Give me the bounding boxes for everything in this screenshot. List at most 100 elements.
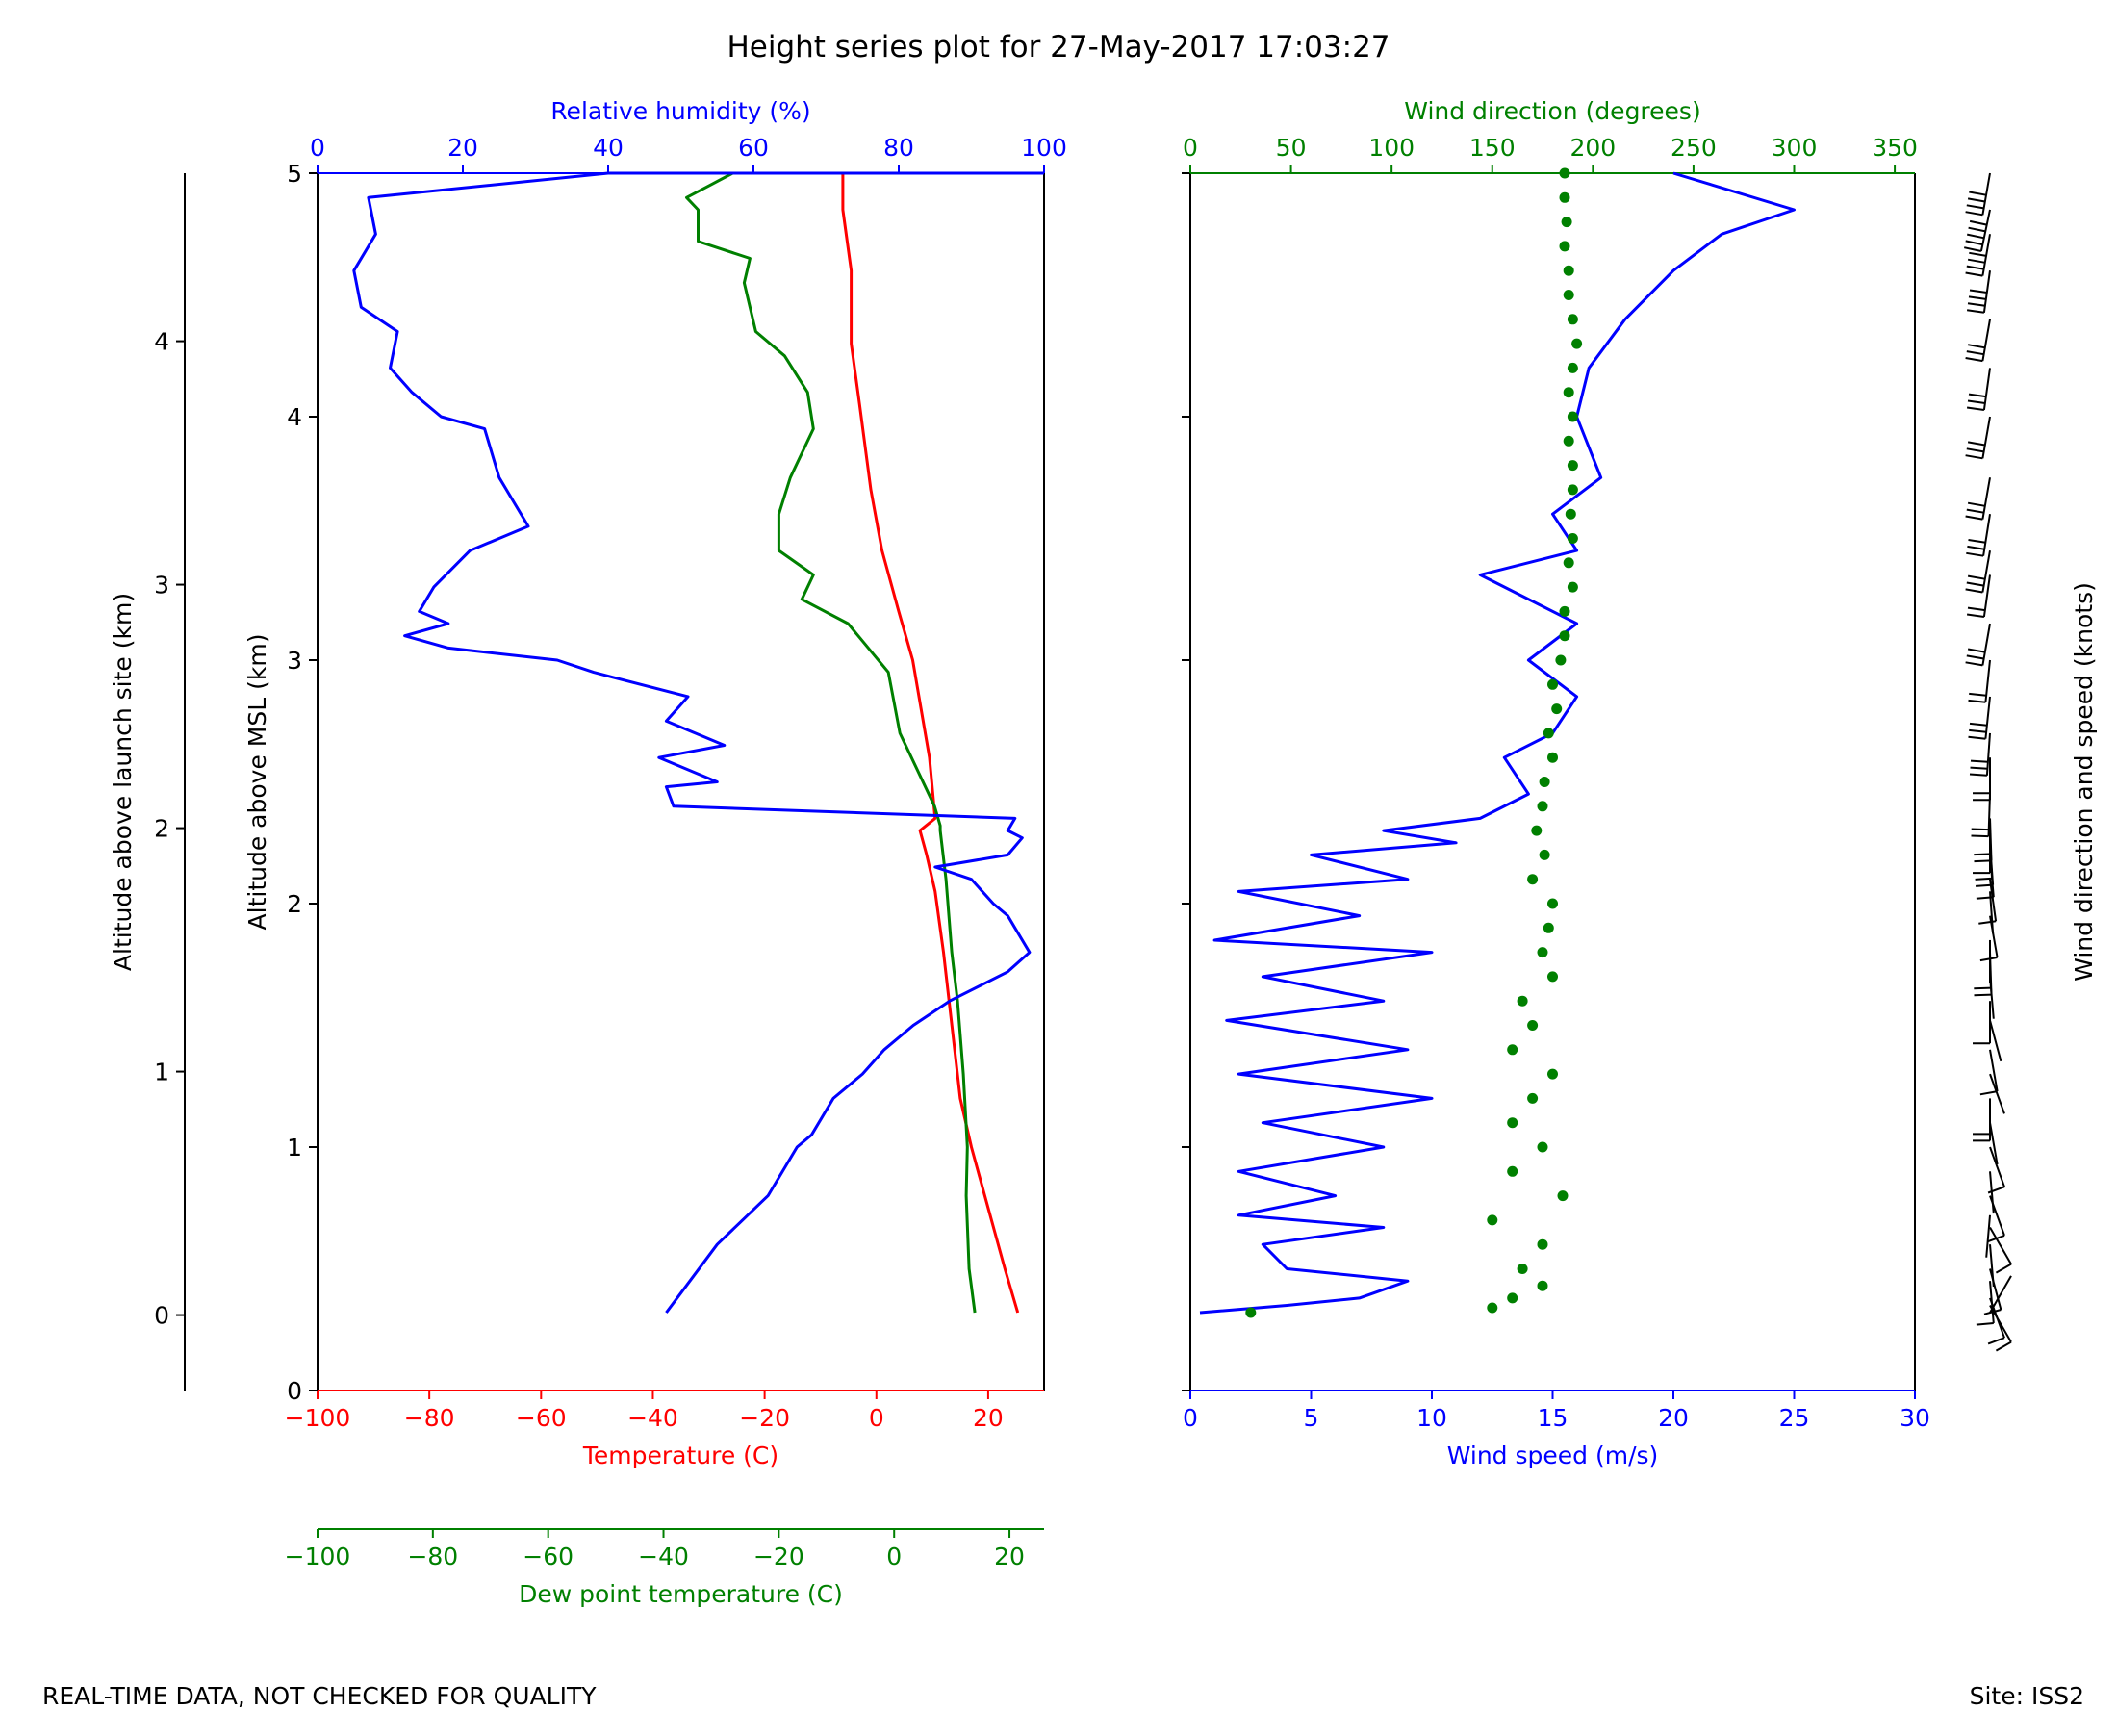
wind-barb-flag [1968, 393, 1986, 398]
wind-barb-staff [1989, 1020, 2002, 1062]
humidity-tick-label: 0 [310, 134, 325, 162]
temperature-tick-label: −80 [404, 1404, 455, 1432]
dewpoint-tick-label: −80 [407, 1543, 458, 1570]
wind-direction-point [1539, 849, 1550, 860]
launch-tick-label: 4 [154, 328, 169, 356]
wind-direction-point [1507, 1292, 1518, 1304]
wind-barb-flag [1966, 233, 1985, 240]
wind-barb-flag [1965, 661, 1983, 667]
wind-direction-point [1567, 581, 1578, 593]
wind-barb-flag [1983, 1309, 2002, 1315]
wind-barb-staff [1981, 172, 1991, 216]
wind-direction-point [1517, 995, 1528, 1007]
wind-barb-flag [1969, 722, 1988, 727]
wind-barb-staff [1981, 319, 1991, 362]
wind-direction-point [1527, 1020, 1539, 1031]
wind-barb-flag [1968, 226, 1986, 233]
wind-barb-flag [1966, 508, 1984, 514]
speed-axis-label: Wind speed (m/s) [1447, 1442, 1659, 1469]
wind-barb-label: Wind direction and speed (knots) [2070, 582, 2098, 982]
wind-barb-flag [1963, 246, 1982, 252]
wind-barb-flag [1967, 545, 1985, 550]
wind-direction-point [1487, 1214, 1498, 1226]
wind-barb-flag [1979, 957, 1998, 962]
wind-barb-flag [1965, 240, 1983, 246]
wind-barb-flag [1968, 699, 1986, 703]
wind-barb-staff [1989, 1073, 2005, 1114]
wind-barb-flag [1965, 454, 1983, 460]
temperature-tick-label: −60 [516, 1404, 567, 1432]
wind-barb-staff [1989, 891, 1995, 934]
direction-axis-label: Wind direction (degrees) [1404, 97, 1700, 125]
wind-barb-flag [1967, 648, 1985, 653]
dewpoint-tick-label: −60 [523, 1543, 574, 1570]
wind-barb-flag [1967, 441, 1985, 447]
wind-direction-point [1547, 678, 1558, 690]
humidity-tick-label: 100 [1021, 134, 1067, 162]
dewpoint-axis-label: Dew point temperature (C) [519, 1580, 843, 1608]
wind-direction-point [1245, 1307, 1257, 1318]
wind-barb-flag [1967, 574, 1985, 580]
wind-barb-flag [1965, 588, 1983, 594]
wind-barb-flag [1974, 986, 1992, 990]
wind-direction-point [1571, 338, 1583, 349]
wind-barb-flag [1969, 692, 1987, 697]
wind-barb-flag [1968, 539, 1986, 544]
wind-barb-flag [1966, 350, 1984, 356]
launch-axis-label: Altitude above launch site (km) [109, 593, 137, 971]
wind-barb-staff [1981, 623, 1991, 666]
wind-barb-flag [1995, 1340, 2012, 1352]
temperature-tick-label: −20 [739, 1404, 790, 1432]
direction-tick-label: 200 [1569, 134, 1616, 162]
wind-direction-point [1537, 947, 1548, 958]
dewpoint-tick-label: −20 [753, 1543, 804, 1570]
wind-barb-staff [1984, 696, 1991, 739]
direction-tick-label: 50 [1276, 134, 1307, 162]
thermo-panel: 0 1 2 3 4 5 Altitude above MSL (km) 0 1 2 3 4 Altitu… [109, 97, 1067, 1608]
direction-tick-label: 0 [1183, 134, 1198, 162]
wind-barb-flag [1966, 613, 1985, 618]
wind-direction-point [1517, 1264, 1528, 1274]
launch-tick-label: 1 [154, 1059, 169, 1086]
humidity-tick-label: 40 [593, 134, 624, 162]
wind-direction-point [1563, 265, 1574, 276]
wind-direction-point [1567, 314, 1578, 325]
wind-barb-flag [1965, 211, 1983, 217]
wind-barb-flag [1976, 883, 1994, 887]
wind-barb-flag [1995, 1263, 2012, 1274]
wind-barb-flag [1967, 302, 1986, 307]
msl-axis-label: Altitude above MSL (km) [243, 634, 271, 931]
wind-barb-flag [1965, 357, 1983, 363]
speed-tick-label: 25 [1779, 1404, 1810, 1432]
temperature-series-line [841, 173, 1020, 1314]
wind-barb-flag [1975, 877, 1993, 881]
msl-tick-label: 0 [287, 1377, 302, 1405]
wind-direction-point [1537, 1141, 1548, 1153]
wind-barb-flag [1968, 735, 1986, 740]
wind-direction-point [1547, 1068, 1558, 1080]
wind-barb-staff [1979, 209, 1991, 252]
wind-barb-staff [1987, 794, 1991, 837]
wind-direction-point [1507, 1165, 1518, 1177]
wind-barb-flag [1978, 920, 1997, 925]
wind-barb-flag [1974, 859, 1992, 863]
direction-tick-label: 100 [1368, 134, 1415, 162]
wind-direction-point [1559, 630, 1570, 642]
dewpoint-series-line [685, 171, 977, 1314]
wind-direction-point [1527, 874, 1539, 885]
wind-barb-flag [1976, 896, 1994, 900]
wind-direction-point [1565, 508, 1576, 520]
wind-direction-point [1567, 460, 1578, 472]
speed-tick-label: 10 [1416, 1404, 1447, 1432]
temperature-tick-label: 20 [973, 1404, 1004, 1432]
wind-barb-flag [1965, 515, 1983, 521]
dewpoint-tick-label: 0 [886, 1543, 902, 1570]
wind-direction-point [1551, 703, 1563, 715]
wind-direction-point [1557, 1190, 1569, 1202]
wind-barb-flag [1969, 251, 1987, 257]
wind-barb-flag [1969, 191, 1987, 196]
wind-barb-flag [1968, 295, 1986, 300]
speed-tick-label: 20 [1658, 1404, 1689, 1432]
site-label: Site: ISS2 [1970, 1682, 2084, 1710]
